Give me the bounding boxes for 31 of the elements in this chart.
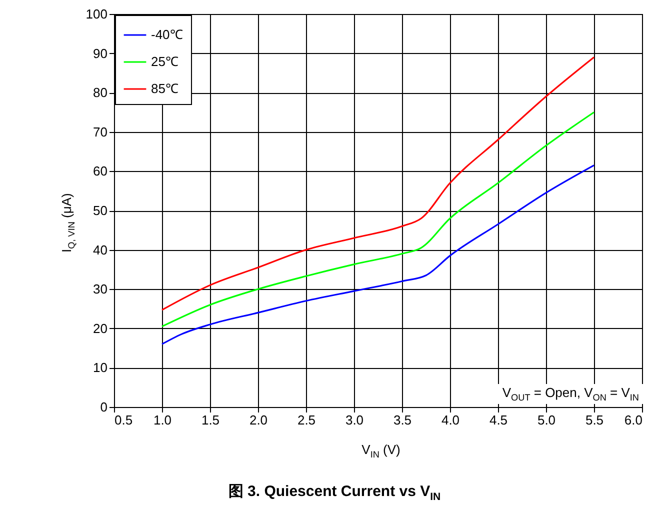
x-tick-label: 2.0	[249, 412, 268, 428]
y-tick-label: 40	[93, 242, 108, 258]
x-tick-label: 4.5	[489, 412, 508, 428]
x-tick-label: 5.0	[537, 412, 556, 428]
line-series	[161, 111, 595, 328]
x-axis-title: V$_{IN}$ (V)	[360, 442, 402, 460]
line-series	[161, 164, 595, 345]
y-tick-label: 10	[93, 360, 108, 376]
y-tick-label: 80	[93, 85, 108, 100]
legend-label: 25℃	[151, 54, 178, 69]
x-tick-label: 6.0	[624, 412, 642, 428]
y-tick-label: 100	[86, 6, 108, 22]
y-tick-label: 70	[93, 124, 108, 140]
legend-label: 85℃	[151, 81, 178, 96]
y-tick-label: 60	[93, 164, 108, 179]
x-tick-label: 2.5	[297, 412, 316, 428]
text: 图 3. Quiescent Current vs V$_{IN}$	[227, 482, 442, 503]
annotation: V$_{OUT}$ = Open, V$_{ON}$ = V$_{IN}$	[498, 384, 643, 404]
y-tick-label: 50	[93, 203, 108, 218]
legend-label: -40℃	[151, 27, 183, 42]
x-tick-label: 4.0	[441, 412, 460, 428]
y-tick-label: 0	[100, 400, 108, 414]
x-tick-label: 0.5	[114, 412, 133, 428]
y-tick-label: 20	[93, 320, 108, 336]
x-tick-label: 5.5	[585, 412, 604, 428]
x-tick-label: 3.5	[393, 412, 412, 428]
x-tick-label: 1.5	[201, 412, 220, 428]
y-tick-label: 90	[93, 46, 108, 61]
y-tick-label: 30	[93, 282, 108, 297]
x-tick-label: 1.0	[153, 412, 172, 428]
x-tick-label: 3.0	[345, 412, 364, 428]
